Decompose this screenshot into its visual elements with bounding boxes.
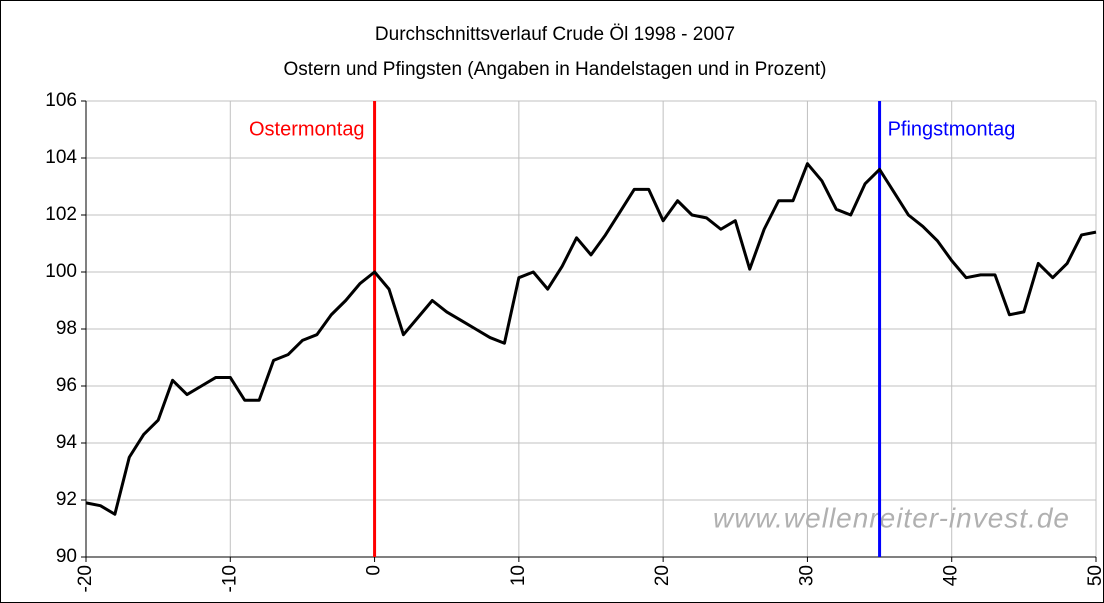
x-tick-label: 30 <box>796 565 817 586</box>
chart-subtitle: Ostern und Pfingsten (Angaben in Handels… <box>284 59 827 80</box>
x-tick-label: -10 <box>219 565 240 592</box>
x-tick-label: 20 <box>652 565 673 586</box>
data-line <box>85 162 1097 516</box>
y-tick-label: 106 <box>45 90 77 111</box>
x-tick-label: 50 <box>1085 565 1104 586</box>
chart-title: Durchschnittsverlauf Crude Öl 1998 - 200… <box>375 24 735 45</box>
x-tick-label: -20 <box>75 565 96 592</box>
y-tick-label: 104 <box>45 147 77 168</box>
y-tick-label: 98 <box>56 318 77 339</box>
y-tick-label: 94 <box>56 432 78 453</box>
y-tick-label: 102 <box>45 204 77 225</box>
x-tick-label: 10 <box>508 565 529 586</box>
annotation-label: Pfingstmontag <box>888 118 1016 140</box>
x-tick-label: 40 <box>941 565 962 586</box>
watermark: www.wellenreiter-invest.de <box>713 502 1070 533</box>
y-tick-label: 90 <box>56 546 77 567</box>
annotation-label: Ostermontag <box>249 118 365 140</box>
y-tick-label: 96 <box>56 375 77 396</box>
y-tick-label: 92 <box>56 489 77 510</box>
y-tick-label: 100 <box>45 261 77 282</box>
x-tick-label: 0 <box>364 565 385 576</box>
